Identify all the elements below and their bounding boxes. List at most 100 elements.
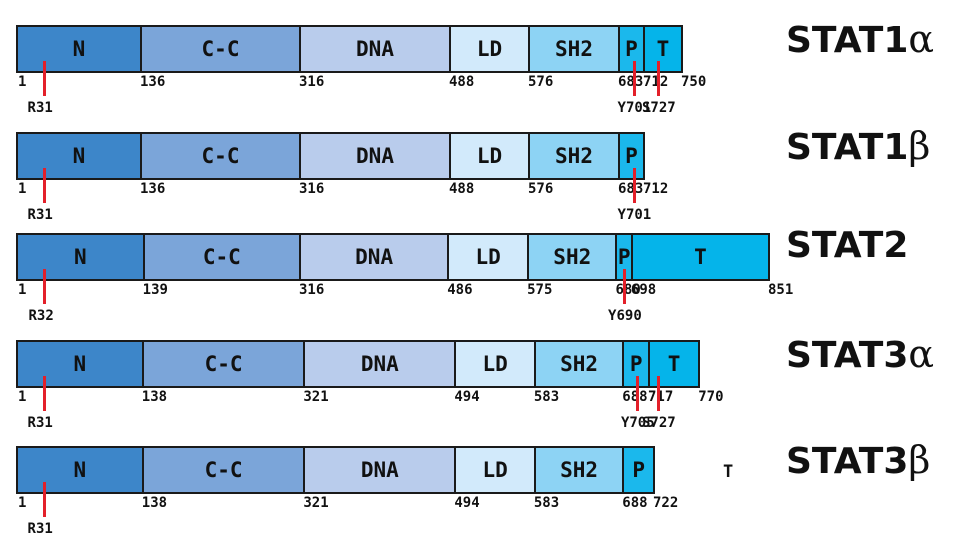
stat3-beta-isoform-label: STAT3β [786,438,930,482]
domain-ld: LD [454,340,536,388]
domain-p: P [618,25,645,73]
residue-tick-label: 698 [630,282,657,298]
domain-n: N [16,233,145,281]
domain-dna: DNA [299,132,451,180]
residue-tick-label: 321 [303,389,329,405]
residue-tick-label: 1 [18,495,27,511]
mutation-marker-r32 [43,269,47,304]
residue-tick-label: 494 [454,495,480,511]
domain-c-c: C-C [140,25,301,73]
domain-t: T [630,233,770,281]
domain-c-c: C-C [141,446,306,494]
mutation-marker-r31 [42,376,46,411]
isoform-base-name: STAT1 [786,127,909,168]
mutation-marker-y690 [623,269,627,304]
domain-sh2: SH2 [527,233,618,281]
residue-tick-label: 712 [643,74,669,90]
residue-tick-label: 683 [618,74,644,90]
residue-tick-label: 321 [303,495,329,511]
mutation-label-r31: R31 [27,415,53,431]
isoform-base-name: STAT2 [786,225,909,266]
residue-tick-label: 138 [141,389,168,405]
mutation-label-y690: Y690 [608,308,642,324]
domain-t: T [643,25,683,73]
stat2-isoform-label: STAT2 [786,225,908,266]
mutation-label-r32: R32 [28,308,54,324]
residue-tick-label: 583 [533,495,560,511]
domain-c-c: C-C [140,132,301,180]
mutation-marker-y701 [632,168,636,203]
isoform-suffix: β [908,124,931,168]
residue-tick-label: 717 [648,389,674,405]
residue-tick-label: 1 [18,181,27,197]
domain-sh2: SH2 [533,446,625,494]
domain-dna: DNA [303,446,457,494]
residue-tick-label: 576 [528,74,554,90]
residue-tick-label: 486 [447,282,473,298]
residue-tick-label: 683 [618,181,644,197]
domain-c-c: C-C [142,233,301,281]
isoform-suffix: β [908,438,931,482]
residue-tick-label: 1 [18,389,27,405]
residue-tick-label: 575 [527,282,553,298]
stat3-alpha-isoform-label: STAT3α [786,332,934,376]
residue-tick-label: 136 [140,74,166,90]
residue-tick-label: 316 [299,74,325,90]
residue-tick-label: 136 [140,181,166,197]
mutation-label-r31: R31 [27,207,53,223]
stat3-alpha-row: N C-C DNA LD SH2 P T 1 138 321 494 583 688 717 770 R31 Y… [0,320,960,431]
residue-tick-label: 494 [454,389,480,405]
residue-tick-label: 688 [622,389,648,405]
residue-tick-label: 1 [18,74,27,90]
residue-tick-label: 576 [528,181,554,197]
domain-ld: LD [449,132,530,180]
residue-tick-label: 138 [141,495,168,511]
residue-tick-label: 722 [653,495,679,511]
residue-tick-label: 680 [615,282,641,298]
domain-p: P [622,446,655,494]
domain-ld: LD [454,446,536,494]
mutation-marker-r31 [42,61,46,96]
stat1-beta-row: N C-C DNA LD SH2 P 1 136 316 488 576 683 712 R31 Y701 S… [0,112,960,223]
stat2-row: N C-C DNA LD SH2 P T 1 139 316 486 575 680 698 851 R32 Y… [0,213,960,324]
isoform-suffix: α [908,332,935,376]
mutation-marker-y701 [632,61,636,96]
isoform-base-name: STAT3 [786,441,909,482]
domain-p: P [622,340,650,388]
stat1-alpha-isoform-label: STAT1α [786,17,934,61]
residue-tick-label: 688 [622,495,648,511]
mutation-marker-s727 [657,61,660,96]
stat1-beta-isoform-label: STAT1β [786,124,930,168]
mutation-label-y701: Y701 [617,100,652,116]
residue-tick-label: 139 [142,282,168,298]
domain-t: T [648,340,701,388]
residue-tick-label: 316 [299,282,325,298]
residue-tick-label: 583 [533,389,560,405]
residue-tick-label: 770 [698,389,724,405]
domain-n: N [16,25,142,73]
isoform-suffix: α [908,17,935,61]
domain-dna: DNA [299,233,450,281]
stray-domain-label: T [723,462,734,482]
domain-sh2: SH2 [528,25,620,73]
domain-sh2: SH2 [533,340,625,388]
mutation-marker-y705 [635,376,639,411]
mutation-label-y701: Y701 [617,207,652,223]
stat1-alpha-row: N C-C DNA LD SH2 P T 1 136 316 488 576 683 712 750 R31 Y… [0,5,960,116]
residue-tick-label: 488 [449,74,475,90]
domain-c-c: C-C [141,340,306,388]
domain-dna: DNA [299,25,451,73]
residue-tick-label: 1 [18,282,27,298]
domain-n: N [16,340,144,388]
mutation-label-r31: R31 [27,521,53,537]
mutation-label-y705: Y705 [620,415,655,431]
mutation-label-r31: R31 [27,100,53,116]
domain-dna: DNA [303,340,457,388]
isoform-base-name: STAT3 [786,335,909,376]
mutation-marker-r31 [42,168,46,203]
stat3-beta-row: N C-C DNA LD SH2 P 1 138 321 494 583 688 722 R31 STAT3… [0,426,960,537]
mutation-marker-s727 [657,376,660,411]
mutation-label-s727: S727 [642,415,676,431]
isoform-base-name: STAT1 [786,20,909,61]
